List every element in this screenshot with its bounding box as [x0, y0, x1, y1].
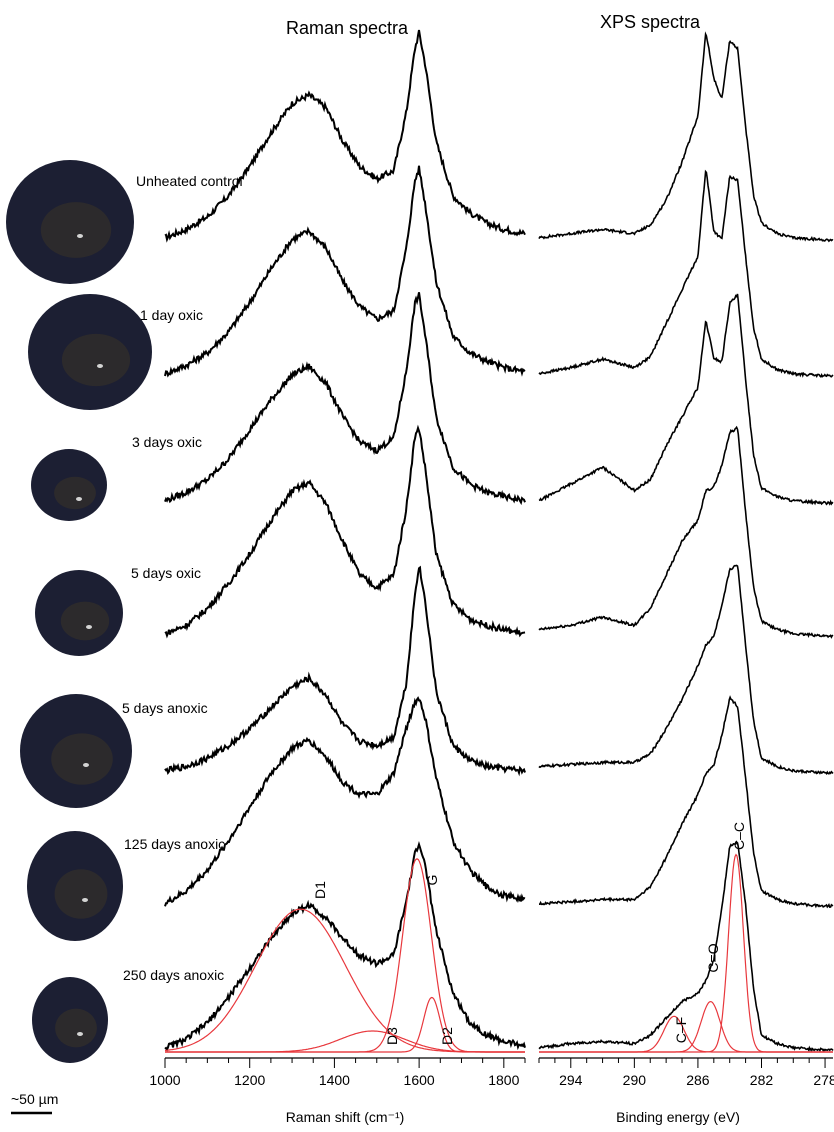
raman-fit-2: [165, 1030, 525, 1053]
xps-tick-label: 278: [813, 1072, 834, 1088]
particle-texture: [54, 869, 108, 919]
raman-spectrum-4: [164, 424, 526, 639]
raman-spectrum-3: [164, 292, 526, 506]
particle-texture: [60, 601, 110, 641]
raman-tick-label: 1600: [404, 1072, 435, 1088]
xps-spectrum-7: [538, 840, 834, 1053]
xps-spectrum-4: [538, 425, 834, 639]
raman-spectrum-1: [164, 29, 526, 243]
raman-tick-label: 1400: [319, 1072, 350, 1088]
raman-tick-label: 1000: [149, 1072, 180, 1088]
sample-label-5: 5 days anoxic: [122, 700, 208, 716]
particle-texture: [61, 333, 131, 387]
xps-spectrum-5: [538, 564, 834, 775]
raman-tick-label: 1200: [234, 1072, 265, 1088]
raman-fit-4: [165, 996, 525, 1053]
raman-plot: D1 D3 G D2: [164, 29, 526, 1053]
sample-label-7: 250 days anoxic: [123, 967, 224, 983]
particle-highlight: [77, 234, 83, 238]
xps-tick-label: 290: [623, 1072, 647, 1088]
xps-tick-label: 286: [686, 1072, 710, 1088]
particle-texture: [40, 202, 112, 258]
sample-labels: Unheated control 1 day oxic 3 days oxic 5 d…: [122, 173, 243, 983]
xps-ticks: 294 290 286 282 278: [538, 1058, 834, 1088]
raman-title: Raman spectra: [286, 18, 409, 38]
label-D2: D2: [439, 1027, 455, 1045]
particle-highlight: [77, 1032, 83, 1036]
xps-spectrum-6: [539, 695, 834, 909]
xps-title: XPS spectra: [600, 12, 701, 32]
label-D1: D1: [312, 881, 328, 899]
xps-tick-label: 282: [750, 1072, 774, 1088]
sample-label-2: 1 day oxic: [140, 307, 203, 323]
raman-spectrum-6: [164, 696, 526, 907]
raman-x-axis-title: Raman shift (cm⁻¹): [286, 1109, 405, 1125]
sample-label-1: Unheated control: [136, 173, 243, 189]
particle-highlight: [83, 763, 89, 767]
xps-tick-label: 294: [559, 1072, 583, 1088]
particle-highlight: [76, 497, 82, 501]
sample-label-6: 125 days anoxic: [124, 836, 225, 852]
xps-spectrum-2: [538, 169, 834, 379]
xps-spectrum-3: [538, 293, 834, 506]
sample-label-3: 3 days oxic: [132, 434, 202, 450]
raman-tick-label: 1800: [488, 1072, 519, 1088]
scale-bar-label: ~50 µm: [11, 1091, 58, 1107]
particle-texture: [55, 1008, 97, 1048]
label-C=O: C=O: [705, 943, 721, 972]
raman-spectrum-2: [164, 165, 526, 378]
sample-label-4: 5 days oxic: [131, 565, 201, 581]
label-C-F: C–F: [673, 1017, 689, 1043]
raman-spectrum-5: [164, 565, 526, 777]
label-G: G: [424, 875, 440, 886]
raman-spectrum-7: [164, 841, 526, 1052]
xps-x-axis-title: Binding energy (eV): [616, 1109, 740, 1125]
xps-spectrum-1: [538, 31, 834, 243]
raman-ticks: 1000 1200 1400 1600 1800: [149, 1058, 526, 1088]
xps-fit-3: [539, 1015, 833, 1053]
label-D3: D3: [384, 1027, 400, 1045]
particle-texture: [54, 476, 96, 510]
particle-highlight: [86, 625, 92, 629]
particle-highlight: [82, 898, 88, 902]
xps-plot: C–C C=O C–F: [538, 31, 834, 1053]
label-C-C: C–C: [731, 822, 747, 850]
particle-highlight: [97, 364, 103, 368]
particle-images: [6, 160, 152, 1063]
particle-texture: [51, 733, 113, 785]
